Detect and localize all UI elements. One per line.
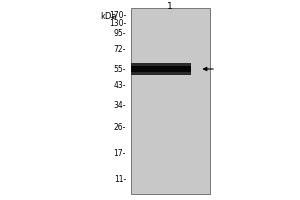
- Bar: [130, 63, 190, 75]
- Text: 17-: 17-: [114, 150, 126, 158]
- Text: 95-: 95-: [113, 29, 126, 38]
- Bar: [130, 66, 190, 72]
- Text: 55-: 55-: [113, 64, 126, 73]
- Bar: [130, 8, 210, 194]
- Text: 1: 1: [167, 2, 172, 11]
- Text: 170-: 170-: [109, 10, 126, 20]
- Text: 130-: 130-: [109, 19, 126, 27]
- Text: 43-: 43-: [113, 82, 126, 90]
- Text: 26-: 26-: [114, 122, 126, 132]
- Text: 11-: 11-: [114, 174, 126, 184]
- Text: 34-: 34-: [113, 100, 126, 110]
- Text: kDa: kDa: [100, 12, 117, 21]
- Text: 72-: 72-: [114, 45, 126, 53]
